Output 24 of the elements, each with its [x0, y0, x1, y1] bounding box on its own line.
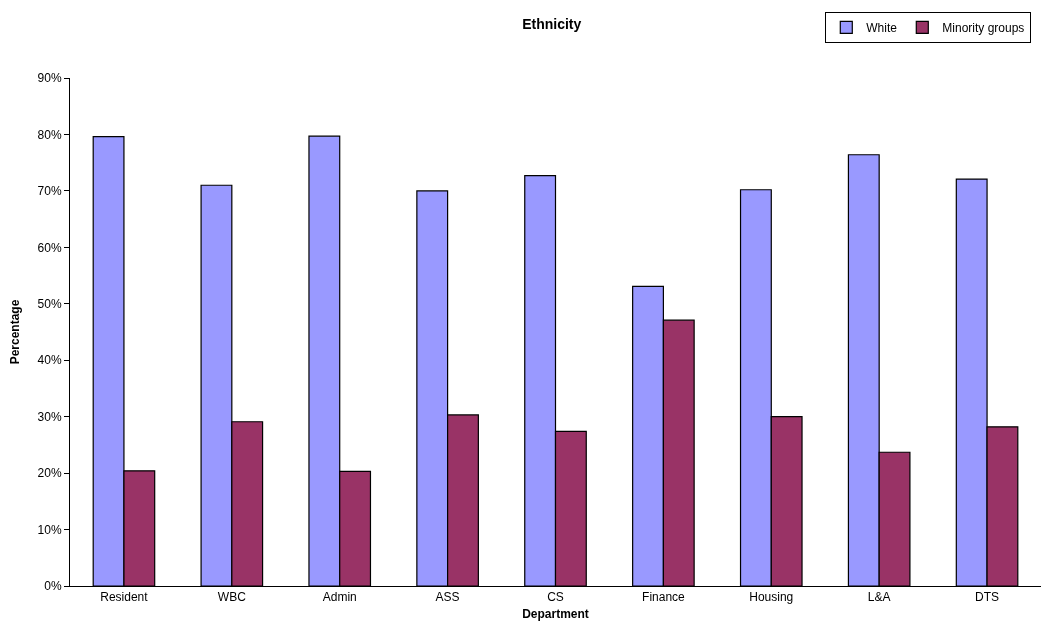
x-tick-label: Finance	[642, 590, 686, 605]
y-tick-label: 60%	[37, 240, 62, 255]
y-tick-label: 30%	[37, 409, 62, 424]
legend-label: Minority groups	[942, 21, 1025, 36]
y-tick-label: 90%	[37, 71, 62, 86]
x-tick-label: ASS	[435, 590, 460, 605]
x-tick-label: Housing	[749, 590, 794, 605]
chart-title: Ethnicity	[522, 15, 582, 32]
y-tick-label: 50%	[37, 296, 62, 311]
y-tick-label: 80%	[37, 127, 62, 142]
x-axis-title: Department	[522, 607, 589, 622]
x-tick-label: Admin	[322, 590, 357, 605]
x-tick-label: L&A	[867, 590, 891, 605]
y-tick-label: 0%	[44, 579, 62, 594]
x-tick-label: Resident	[100, 590, 149, 605]
y-tick-label: 40%	[37, 353, 62, 368]
y-tick-label: 10%	[37, 522, 62, 537]
y-axis-title: Percentage	[7, 299, 22, 365]
x-tick-label: DTS	[975, 590, 1000, 605]
y-tick-label: 20%	[37, 466, 62, 481]
x-tick-label: WBC	[217, 590, 247, 605]
legend-label: White	[866, 21, 898, 36]
x-tick-label: CS	[547, 590, 564, 605]
y-tick-label: 70%	[37, 184, 62, 199]
